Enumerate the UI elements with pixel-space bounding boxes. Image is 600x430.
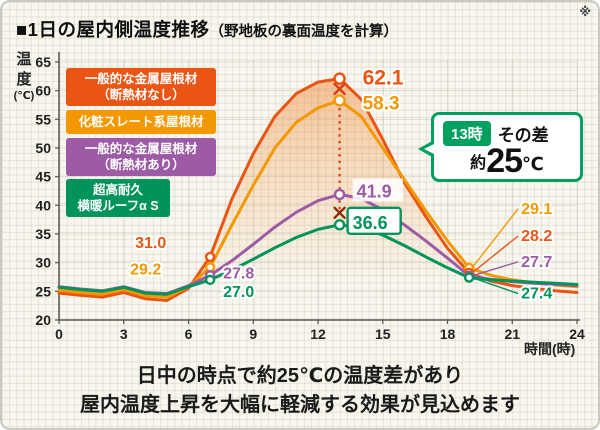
y-tick-label: 50 xyxy=(35,140,51,156)
value-label: 27.0 xyxy=(223,284,254,301)
point-marker xyxy=(204,274,216,286)
callout-time-badge: 13時 xyxy=(443,121,491,146)
y-tick-label: 25 xyxy=(35,283,51,299)
value-label: 62.1 xyxy=(363,67,404,90)
value-label: 41.9 xyxy=(357,181,392,201)
x-mark xyxy=(333,82,346,96)
y-tick-label: 45 xyxy=(35,169,51,185)
y-tick-label: 40 xyxy=(35,197,51,213)
note-mark: ※ xyxy=(579,5,591,19)
x-tick-label: 9 xyxy=(249,326,257,342)
footer-line1: 日中の時点で約25℃の温度差があり xyxy=(136,365,464,388)
value-label: 27.4 xyxy=(521,286,552,303)
x-tick-label: 24 xyxy=(569,326,585,342)
x-tick-label: 0 xyxy=(55,326,63,342)
x-tick-label: 18 xyxy=(440,326,456,342)
legend-item-yokodan-roof: 超高耐久 横暖ルーフα S xyxy=(66,179,170,217)
y-tick-label: 20 xyxy=(35,312,51,328)
chart-title-main: ■1日の屋内側温度推移 xyxy=(16,19,210,40)
x-tick-label: 12 xyxy=(310,326,326,342)
x-axis-label: 時間(時) xyxy=(524,341,576,357)
legend-label: 横暖ルーフα S xyxy=(77,199,159,213)
value-label: 28.2 xyxy=(521,228,552,245)
callout-header: 13時 その差 xyxy=(443,121,580,146)
point-marker xyxy=(463,272,475,283)
value-label: 36.6 xyxy=(353,213,388,233)
callout-approx: 約 xyxy=(470,155,487,172)
y-axis-label: 温 度 (℃) xyxy=(10,50,38,104)
legend-item-metal-no-insulation: 一般的な金属屋根材 （断熱材なし） xyxy=(66,68,216,106)
y-axis-unit: (℃) xyxy=(13,90,35,102)
callout-tail-inner xyxy=(424,143,436,155)
footer-line2: 屋内温度上昇を大幅に軽減する効果が見込めます xyxy=(80,393,520,416)
y-tick-label: 60 xyxy=(35,83,51,99)
point-marker xyxy=(204,262,216,273)
x-tick-label: 6 xyxy=(185,326,193,342)
label-leader xyxy=(471,261,519,277)
series-line-3 xyxy=(57,223,579,296)
y-tick-label: 30 xyxy=(35,255,51,271)
x-tick-label: 15 xyxy=(375,326,391,342)
label-leader xyxy=(471,208,519,269)
callout-diff-label: その差 xyxy=(497,126,549,145)
point-marker xyxy=(204,251,216,263)
chart-title-sub: （野地板の裏面温度を計算） xyxy=(209,24,398,40)
y-tick-label: 55 xyxy=(35,111,51,127)
x-tick-label: 21 xyxy=(504,326,520,342)
y-axis-label-char: 度 xyxy=(16,70,32,88)
value-label: 58.3 xyxy=(363,93,400,114)
value-label: 31.0 xyxy=(135,235,166,252)
value-label: 27.8 xyxy=(223,265,254,282)
point-marker xyxy=(333,219,346,231)
y-axis-label-char: 温 xyxy=(16,51,32,68)
chart-title: ■1日の屋内側温度推移（野地板の裏面温度を計算） xyxy=(16,16,398,42)
legend-label: 化粧スレート系屋根材 xyxy=(78,115,204,129)
value-label: 29.1 xyxy=(521,201,552,218)
legend-label: 超高耐久 xyxy=(92,183,143,197)
point-marker xyxy=(333,188,346,201)
value-label-box xyxy=(346,206,402,236)
label-leader xyxy=(471,235,519,274)
legend-label: （断熱材あり） xyxy=(97,158,185,172)
series-line-1 xyxy=(57,98,579,299)
point-marker xyxy=(333,72,346,85)
label-leader xyxy=(471,276,519,295)
value-label: 27.7 xyxy=(521,254,552,271)
value-label: 29.2 xyxy=(130,261,161,278)
legend-label: 一般的な金属屋根材 xyxy=(84,142,198,156)
legend-item-slate: 化粧スレート系屋根材 xyxy=(66,110,216,134)
y-tick-label: 35 xyxy=(35,226,51,242)
callout-big-value: 25 xyxy=(486,142,523,180)
callout-value: 約25℃ xyxy=(434,142,580,181)
x-mark xyxy=(333,206,346,219)
legend-label: （断熱材なし） xyxy=(97,88,185,102)
legend-label: 一般的な金属屋根材 xyxy=(84,72,198,86)
peak-glow xyxy=(166,78,491,320)
point-marker xyxy=(333,94,346,107)
difference-callout: 13時 その差 約25℃ xyxy=(418,112,583,182)
y-tick-label: 65 xyxy=(35,54,51,70)
legend-item-metal-insulated: 一般的な金属屋根材 （断熱材あり） xyxy=(66,138,216,176)
callout-unit: ℃ xyxy=(522,154,544,174)
value-label-chip xyxy=(352,178,403,202)
footer-caption: 日中の時点で約25℃の温度差があり 屋内温度上昇を大幅に軽減する効果が見込めます xyxy=(2,362,598,419)
x-tick-label: 3 xyxy=(120,326,128,342)
